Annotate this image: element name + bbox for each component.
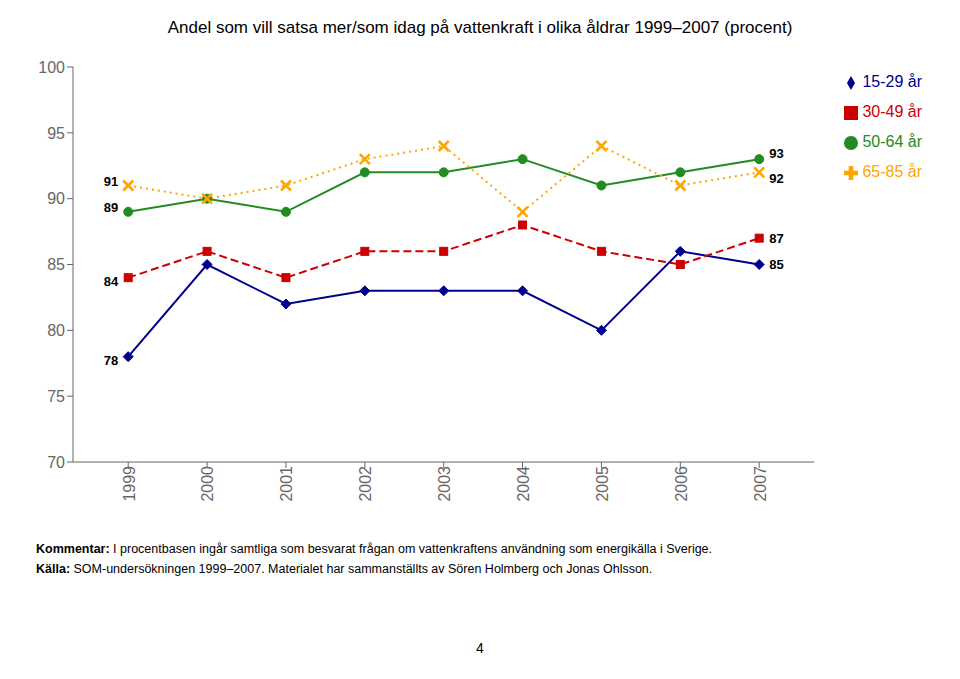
svg-text:70: 70: [47, 454, 65, 471]
svg-text:90: 90: [47, 190, 65, 207]
svg-text:93: 93: [769, 146, 783, 161]
svg-text:75: 75: [47, 388, 65, 405]
svg-text:2003: 2003: [436, 466, 453, 502]
svg-text:2002: 2002: [357, 466, 374, 502]
svg-text:2005: 2005: [594, 466, 611, 502]
html-text:Kommentar: I procentbasen ingå: Kommentar: I procentbasen ingår samtliga…: [36, 542, 712, 556]
svg-text:1999: 1999: [121, 466, 138, 502]
html-text:15-29 år: 15-29 år: [862, 73, 922, 90]
svg-text:95: 95: [47, 125, 65, 142]
html-text:Källa: SOM-undersökningen 1999: Källa: SOM-undersökningen 1999–2007. Mat…: [36, 562, 653, 576]
svg-text:2007: 2007: [752, 466, 769, 502]
html-text:50-64 år: 50-64 år: [862, 133, 922, 150]
svg-text:85: 85: [769, 257, 783, 272]
html-text:30-49 år: 30-49 år: [862, 103, 922, 120]
html-text:65-85 år: 65-85 år: [862, 163, 922, 180]
svg-text:78: 78: [104, 353, 118, 368]
svg-text:85: 85: [47, 256, 65, 273]
svg-text:2001: 2001: [278, 466, 295, 502]
svg-text:2006: 2006: [673, 466, 690, 502]
svg-text:2004: 2004: [515, 466, 532, 502]
svg-text:92: 92: [769, 171, 783, 186]
svg-text:2000: 2000: [199, 466, 216, 502]
svg-text:87: 87: [769, 231, 783, 246]
svg-text:80: 80: [47, 322, 65, 339]
svg-text:84: 84: [104, 274, 119, 289]
svg-text:91: 91: [104, 174, 118, 189]
html-text:4: 4: [476, 640, 484, 656]
svg-text:100: 100: [38, 59, 65, 76]
html-text:Andel som vill satsa mer/som i: Andel som vill satsa mer/som idag på vat…: [167, 18, 793, 37]
svg-text:89: 89: [104, 200, 118, 215]
